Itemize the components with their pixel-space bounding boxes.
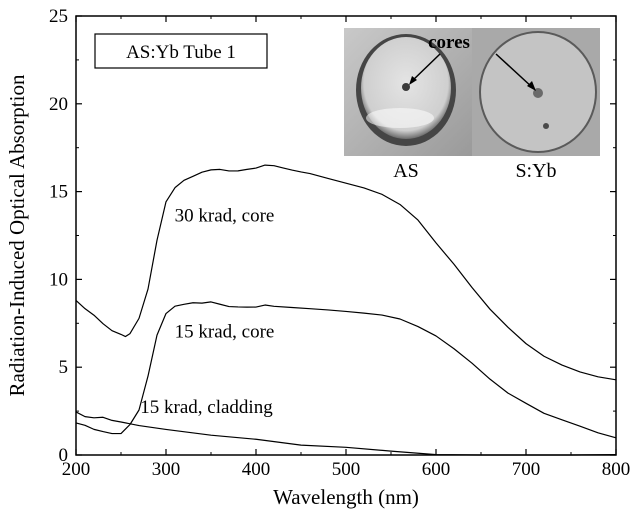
y-axis-title: Radiation-Induced Optical Absorption <box>5 74 29 396</box>
inset-label-syb: S:Yb <box>515 160 556 182</box>
legend-text: AS:Yb Tube 1 <box>126 42 236 63</box>
fiber-glare-as <box>366 108 434 128</box>
y-tick-label: 0 <box>59 445 69 466</box>
curve-annotation: 15 krad, cladding <box>140 397 273 418</box>
y-tick-label: 15 <box>49 182 68 203</box>
legend-box <box>94 33 268 69</box>
curve-annotation: 30 krad, core <box>175 205 275 226</box>
series-line <box>75 301 617 439</box>
callout-arrow-as <box>410 53 441 83</box>
callout-arrow-syb <box>495 53 534 89</box>
cores-callout: cores <box>428 32 470 53</box>
defect-dot-syb <box>543 123 549 129</box>
y-tick-label: 20 <box>49 94 68 115</box>
inset-label-as: AS <box>393 160 419 182</box>
series-line <box>75 164 617 381</box>
y-tick-label: 5 <box>59 357 69 378</box>
curve-annotation: 15 krad, core <box>175 321 275 342</box>
arrowhead-syb <box>527 81 536 91</box>
x-tick-label: 700 <box>512 459 541 480</box>
series-line <box>75 411 617 456</box>
x-tick-label: 800 <box>602 459 631 480</box>
x-tick-label: 500 <box>332 459 361 480</box>
arrowhead-as <box>409 76 417 85</box>
y-tick-label: 10 <box>49 269 68 290</box>
y-tick-label: 25 <box>49 6 68 27</box>
x-tick-label: 200 <box>62 459 91 480</box>
x-axis-title: Wavelength (nm) <box>273 485 419 509</box>
x-tick-label: 600 <box>422 459 451 480</box>
x-tick-label: 400 <box>242 459 271 480</box>
x-tick-label: 300 <box>152 459 181 480</box>
core-dot-as <box>402 83 410 91</box>
